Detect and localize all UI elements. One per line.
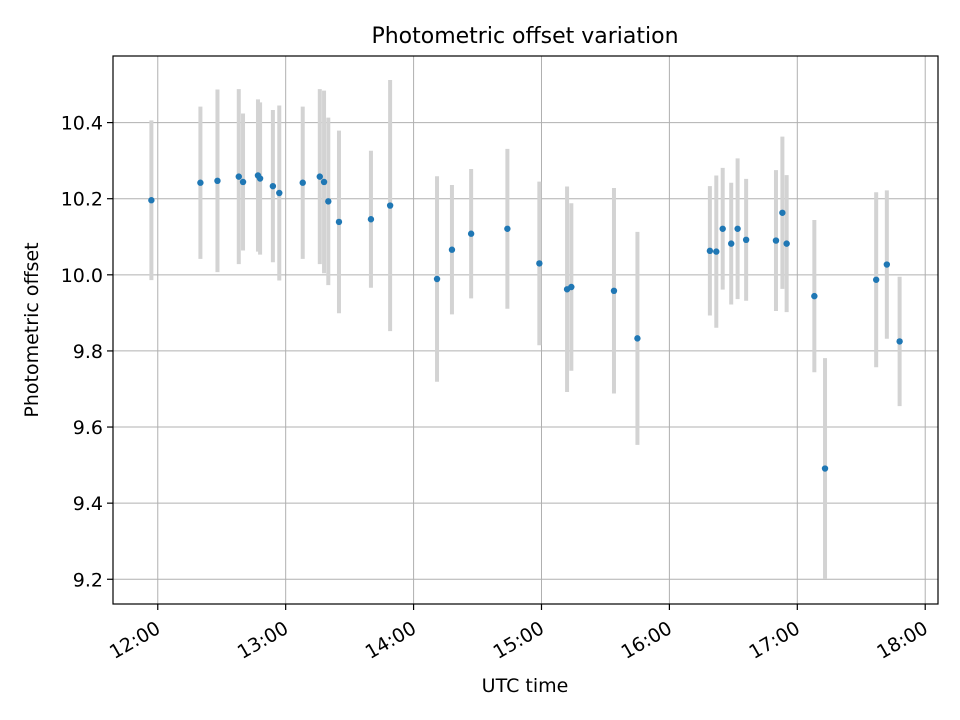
y-tick-label: 9.6 [73,417,103,439]
plot-frame [112,55,939,605]
y-tick-label: 9.2 [73,569,103,591]
data-point [448,246,456,253]
y-axis-ticks: 9.2 9.4 9.6 9.8 10.0 10.2 10.4 [61,113,113,591]
x-tick-label: 12:00 [106,617,164,663]
data-point [235,173,242,180]
x-tick-label: 14:00 [362,617,420,663]
x-tick-label: 18:00 [873,617,931,663]
data-point [467,230,475,237]
data-point [742,236,750,244]
data-point [783,240,790,247]
data-point [728,240,735,247]
y-tick-label: 9.8 [73,341,103,363]
x-tick-label: 15:00 [490,617,548,663]
data-point [883,261,891,268]
data-point [276,189,283,197]
data-point [256,175,264,182]
data-point [772,237,780,244]
data-point [610,287,618,295]
data-point [719,225,726,232]
data-point [713,248,720,255]
data-point [734,225,741,232]
x-tick-label: 16:00 [617,617,675,663]
data-point [335,218,343,226]
data-points [148,172,903,472]
data-point [811,292,818,300]
y-tick-label: 10.0 [61,265,103,287]
data-point [433,275,441,283]
data-point [634,335,641,342]
data-point [239,178,247,186]
x-axis-label: UTC time [482,675,569,697]
data-point [299,179,306,186]
data-point [872,276,880,283]
error-bars [149,79,902,579]
y-axis-label: Photometric offset [21,242,43,417]
x-axis-ticks: 12:00 13:00 14:00 15:00 16:00 17:00 18:00 [106,604,932,664]
x-tick-label: 13:00 [234,617,292,663]
data-point [148,197,155,204]
y-tick-label: 10.2 [61,189,103,211]
data-point [214,177,221,185]
grid [113,56,938,604]
x-tick-label: 17:00 [745,617,803,663]
data-point [821,465,829,472]
data-point [269,182,277,190]
data-point [320,178,328,186]
data-point [706,247,714,255]
data-point [568,283,575,291]
data-point [316,173,323,180]
data-point [536,260,543,267]
data-point [779,209,786,216]
data-point [325,198,332,205]
data-point [386,202,394,209]
data-point [367,216,375,223]
data-point [197,179,204,186]
y-tick-label: 9.4 [73,493,103,515]
data-point [504,225,511,232]
y-tick-label: 10.4 [61,113,103,135]
chart-title: Photometric offset variation [371,24,678,49]
data-point [896,338,903,345]
